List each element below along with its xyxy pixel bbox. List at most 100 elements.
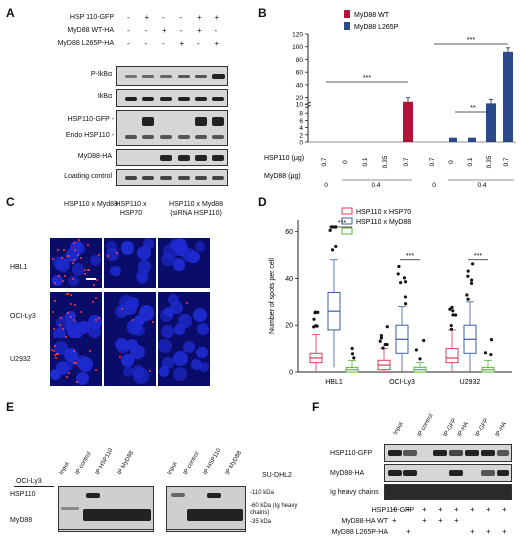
f-sign: + [422, 505, 427, 514]
c-nucleus [142, 238, 155, 250]
e-blot-right-top [166, 486, 246, 530]
b-xrow2-value: 0 [432, 182, 436, 189]
a-sign: + [214, 13, 220, 22]
f-sign: + [422, 516, 427, 525]
c-micrograph [104, 338, 156, 386]
d-legend-swatch [341, 207, 353, 215]
c-micrograph [158, 238, 210, 288]
b-x-tick-label: 0.1 [467, 157, 474, 166]
c-spot [91, 300, 94, 303]
c-spot [70, 302, 73, 305]
c-micrograph [104, 292, 156, 342]
c-spot [65, 335, 68, 338]
b-y-tick-label: 8 [299, 111, 303, 118]
b-bar [503, 51, 513, 143]
f-sign: + [502, 505, 507, 514]
c-nucleus [174, 242, 188, 256]
e-row-label: HSP110 [10, 491, 36, 498]
a-sign: + [197, 13, 202, 22]
c-nucleus [127, 297, 140, 309]
e-lane-label: IP MyD88 [224, 450, 244, 476]
c-nucleus [192, 307, 208, 323]
c-nucleus [160, 309, 174, 323]
a-sign: + [162, 26, 167, 35]
a-row-label: MyD88 WT-HA [67, 27, 114, 34]
e-lane-label: Input [166, 461, 179, 476]
f-row-label: MyD88-HA [330, 470, 365, 477]
f-lane-label: IP-GFP [474, 417, 491, 438]
b-x-tick-label: 0.35 [486, 155, 493, 168]
f-sign: + [438, 505, 443, 514]
b-bar [486, 103, 496, 142]
f-blot-myd88-ha [384, 464, 512, 482]
d-outlier [466, 274, 470, 278]
c-spot [97, 316, 100, 319]
b-x-tick-label: 0 [342, 160, 349, 164]
a-blot-ikba [116, 89, 228, 107]
a-row-label: MyD88 L265P-HA [57, 40, 114, 47]
c-nucleus [158, 338, 173, 353]
c-nucleus [124, 353, 136, 365]
f-lane-label: IP-HA [494, 421, 509, 438]
b-xrow1-label: HSP110 (μg) [264, 155, 304, 162]
a-sign: - [162, 39, 165, 48]
c-spot [76, 381, 79, 384]
c-spot [96, 279, 99, 282]
e-marker: -35 kDa [250, 519, 272, 525]
f-sign: + [392, 505, 397, 514]
f-sign: + [486, 527, 491, 536]
e-cell-underline [14, 486, 54, 487]
a-sign: - [197, 39, 200, 48]
c-spot [51, 310, 54, 313]
d-outlier [403, 302, 408, 306]
b-legend-label: MyD88 L265P [354, 24, 399, 31]
c-spot [67, 372, 70, 375]
c-col-label: HSP110 x HSP70 [115, 201, 147, 217]
d-x-tick-label: U2932 [460, 379, 481, 386]
b-y-tick-label: 40 [296, 82, 304, 89]
b-xrow2-value: 0 [324, 182, 328, 189]
c-nucleus [161, 252, 176, 267]
a-sign: - [127, 39, 130, 48]
d-outlier [350, 352, 355, 356]
b-y-tick-label: 60 [296, 70, 304, 77]
c-micrograph [104, 238, 156, 288]
c-spot [77, 253, 80, 256]
d-outlier [334, 244, 338, 249]
e-lane-label: IP HSP110 [202, 447, 223, 476]
c-row-label: HBL1 [10, 264, 28, 271]
c-spot [70, 316, 73, 319]
b-bar [468, 137, 476, 142]
c-spot [73, 361, 75, 364]
c-nucleus [199, 361, 210, 372]
b-x-tick-label: 0.35 [382, 155, 389, 168]
f-lane-label: IP control [416, 413, 435, 438]
f-sign: + [502, 527, 507, 536]
f-sign-row-label: MyD88 L265P-HA [331, 529, 388, 536]
c-nucleus [118, 304, 130, 316]
d-outlier [383, 342, 387, 347]
panel-label-d: D [258, 195, 267, 209]
d-outlier [469, 281, 474, 285]
d-box [445, 348, 459, 364]
c-nucleus [167, 293, 180, 306]
c-spot [67, 254, 70, 257]
d-chart: 0 20 40 60 Number of spots per cell HSP110 x … [269, 207, 512, 386]
c-spot [53, 282, 56, 285]
c-nucleus [55, 258, 71, 273]
c-nucleus [71, 263, 85, 276]
c-spot [50, 349, 53, 352]
c-spot [73, 349, 76, 352]
b-x-tick-label: 0 [448, 160, 455, 164]
c-nucleus [197, 322, 210, 335]
c-spot [97, 253, 100, 256]
c-nucleus [172, 258, 186, 271]
f-lane-label: IP-HA [456, 421, 471, 438]
d-outlier [378, 339, 382, 343]
d-x-tick-label: HBL1 [325, 379, 343, 386]
b-y-tick-label: 6 [299, 118, 303, 125]
c-spot [71, 261, 74, 264]
c-spot [84, 273, 87, 276]
c-nucleus [53, 341, 68, 355]
e-blot-left-top [58, 486, 154, 530]
